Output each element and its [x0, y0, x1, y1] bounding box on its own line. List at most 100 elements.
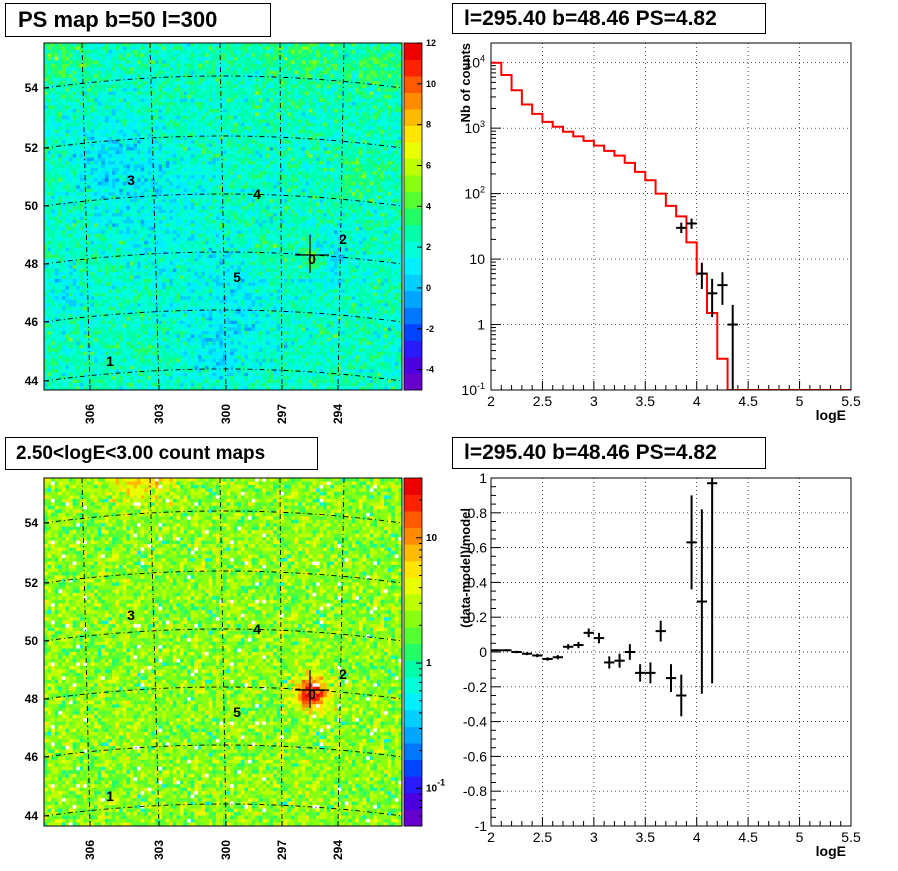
heatmap-pixel [230, 160, 234, 165]
heatmap-pixel [348, 122, 353, 127]
heatmap-pixel [54, 185, 59, 189]
heatmap-pixel [180, 160, 184, 165]
heatmap-pixel [112, 213, 116, 217]
heatmap-pixel [355, 112, 360, 117]
heatmap-pixel [133, 164, 138, 169]
heatmap-pixel [391, 70, 396, 75]
heatmap-pixel [316, 74, 320, 78]
heatmap-pixel [359, 150, 363, 155]
heatmap-pixel [147, 60, 152, 65]
heatmap-pixel [129, 133, 134, 137]
heatmap-pixel [351, 167, 356, 172]
heatmap-pixel [112, 174, 116, 179]
heatmap-pixel [348, 95, 353, 99]
heatmap-pixel [61, 157, 66, 162]
heatmap-pixel [262, 91, 267, 96]
heatmap-pixel [176, 126, 181, 130]
heatmap-pixel [330, 101, 335, 106]
heatmap-pixel [215, 206, 220, 210]
heatmap-pixel [197, 140, 202, 144]
heatmap-pixel [366, 171, 371, 176]
heatmap-pixel [79, 160, 84, 165]
heatmap-pixel [172, 129, 177, 134]
heatmap-pixel [44, 49, 48, 54]
heatmap-pixel [126, 46, 131, 51]
heatmap-pixel [58, 98, 63, 103]
heatmap-pixel [137, 199, 141, 203]
heatmap-pixel [212, 167, 217, 172]
heatmap-pixel [237, 49, 242, 54]
heatmap-pixel [183, 178, 188, 183]
heatmap-pixel [344, 70, 349, 75]
heatmap-pixel [337, 88, 342, 92]
heatmap-pixel [187, 157, 192, 162]
heatmap-pixel [219, 81, 224, 85]
heatmap-pixel [330, 43, 335, 47]
heatmap-pixel [398, 147, 403, 151]
heatmap-pixel [151, 105, 156, 110]
heatmap-pixel [255, 77, 260, 82]
heatmap-pixel [258, 70, 263, 75]
heatmap-pixel [337, 213, 342, 217]
heatmap-pixel [244, 105, 249, 110]
heatmap-pixel [326, 108, 331, 113]
heatmap-pixel [65, 160, 70, 165]
heatmap-pixel [323, 167, 328, 172]
heatmap-pixel [240, 160, 245, 165]
heatmap-pixel [269, 174, 274, 179]
heatmap-pixel [162, 150, 166, 155]
heatmap-pixel [348, 77, 353, 82]
heatmap-pixel [219, 185, 224, 189]
heatmap-pixel [384, 49, 388, 54]
heatmap-pixel [180, 181, 184, 186]
heatmap-pixel [312, 101, 317, 106]
heatmap-pixel [44, 199, 48, 203]
heatmap-pixel [301, 112, 306, 117]
heatmap-pixel [244, 147, 249, 151]
heatmap-pixel [129, 213, 134, 217]
heatmap-pixel [337, 199, 342, 203]
heatmap-pixel [294, 74, 299, 78]
heatmap-pixel [190, 154, 195, 158]
heatmap-pixel [133, 74, 138, 78]
heatmap-pixel [237, 101, 242, 106]
heatmap-pixel [373, 122, 378, 127]
heatmap-pixel [312, 119, 317, 124]
heatmap-pixel [165, 133, 170, 137]
heatmap-pixel [283, 157, 288, 162]
heatmap-pixel [151, 206, 156, 210]
heatmap-pixel [323, 140, 328, 144]
heatmap-pixel [205, 181, 209, 186]
heatmap-pixel [94, 129, 98, 134]
heatmap-pixel [262, 49, 267, 54]
heatmap-pixel [137, 167, 141, 172]
heatmap-pixel [351, 84, 356, 89]
heatmap-pixel [104, 181, 109, 186]
heatmap-pixel [230, 185, 234, 189]
heatmap-pixel [197, 188, 202, 193]
heatmap-pixel [262, 60, 267, 65]
heatmap-pixel [172, 81, 177, 85]
heatmap-pixel [76, 195, 81, 200]
heatmap-pixel [219, 95, 224, 99]
heatmap-pixel [262, 167, 267, 172]
heatmap-pixel [126, 154, 131, 158]
heatmap-pixel [355, 60, 360, 65]
heatmap-pixel [176, 81, 181, 85]
heatmap-pixel [54, 178, 59, 183]
heatmap-pixel [308, 206, 313, 210]
heatmap-pixel [283, 171, 288, 176]
heatmap-pixel [394, 164, 399, 169]
heatmap-pixel [115, 115, 120, 120]
heatmap-pixel [312, 60, 317, 65]
heatmap-pixel [47, 164, 52, 169]
heatmap-pixel [294, 164, 299, 169]
heatmap-pixel [269, 213, 274, 217]
heatmap-pixel [265, 101, 270, 106]
heatmap-pixel [316, 202, 320, 207]
heatmap-pixel [69, 213, 73, 217]
heatmap-pixel [298, 49, 303, 54]
heatmap-pixel [294, 140, 299, 144]
heatmap-pixel [133, 192, 138, 196]
heatmap-pixel [44, 181, 48, 186]
